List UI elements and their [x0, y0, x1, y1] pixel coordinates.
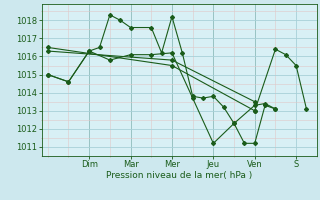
X-axis label: Pression niveau de la mer( hPa ): Pression niveau de la mer( hPa )	[106, 171, 252, 180]
